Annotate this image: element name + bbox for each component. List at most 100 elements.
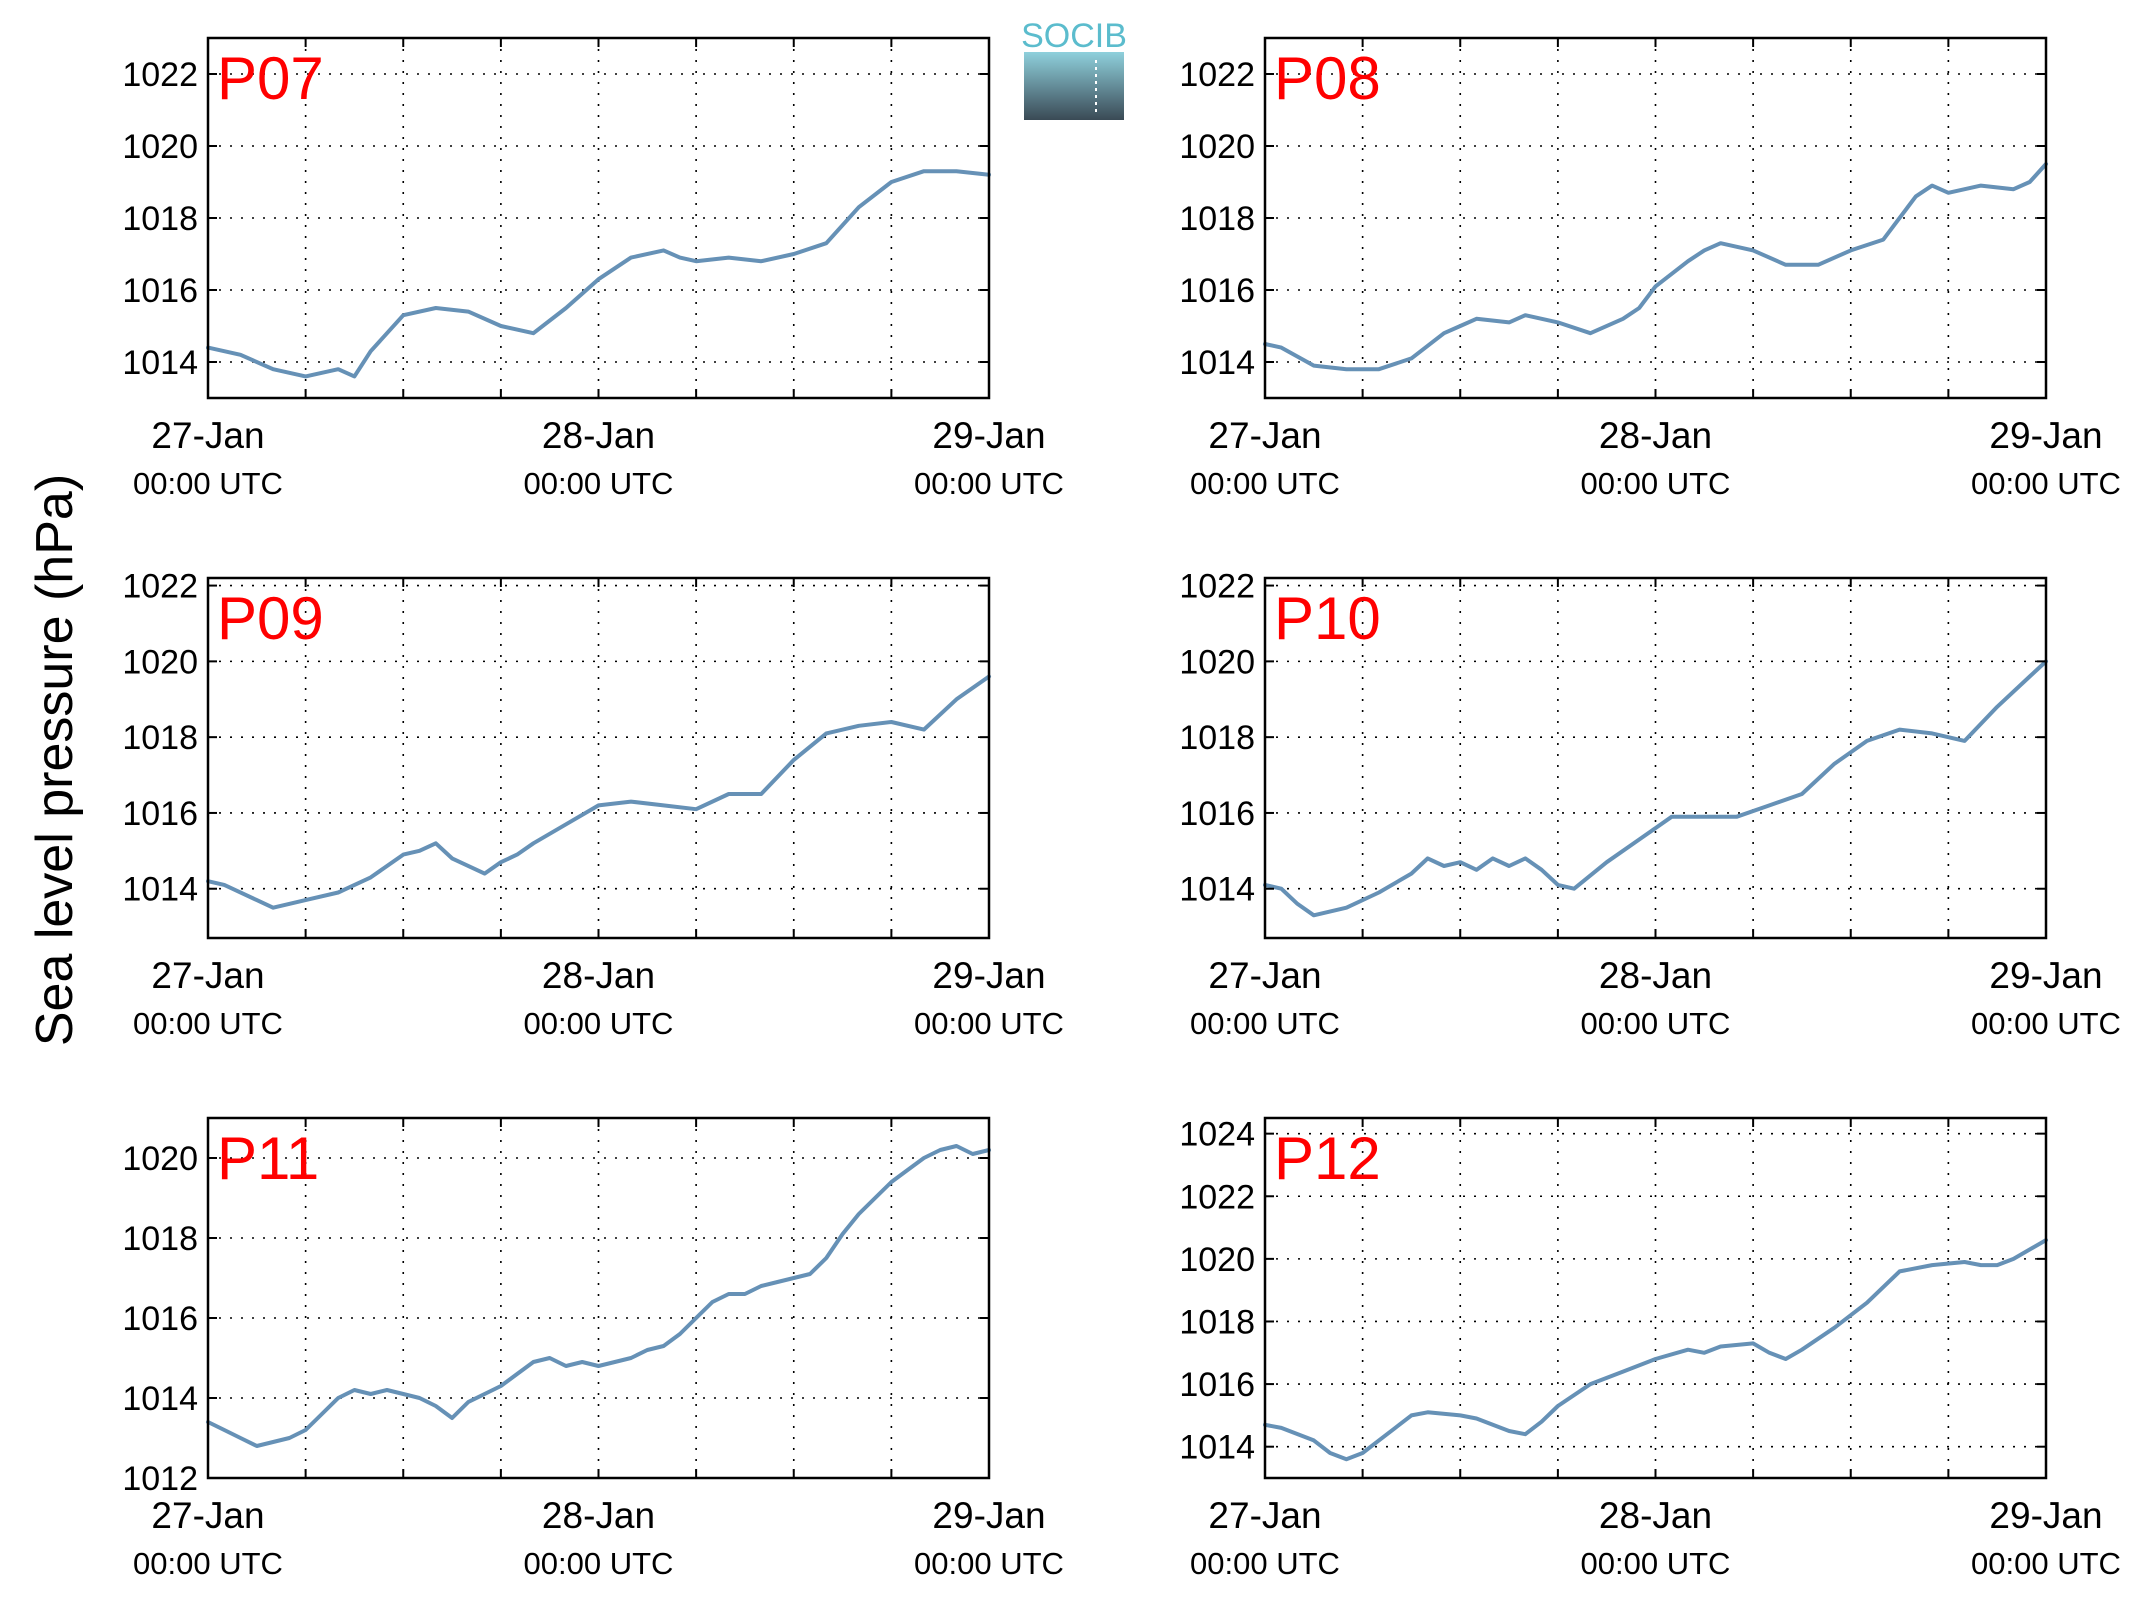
panel-p10: 1014 1016 1018 1020 1022 27-Jan 00:00 UTC 28-Ja… — [1179, 568, 2121, 1041]
data-point — [532, 332, 535, 335]
data-point — [239, 1437, 242, 1439]
y-tick-label: 1014 — [1179, 344, 1255, 382]
data-point — [890, 1181, 893, 1183]
data-point — [288, 1437, 291, 1439]
data-point — [565, 1365, 567, 1367]
y-tick-label: 1016 — [1179, 795, 1255, 833]
data-point — [793, 1277, 795, 1279]
data-point — [1654, 285, 1657, 288]
data-point — [695, 808, 697, 810]
data-point — [532, 842, 535, 845]
x-tick-date-label: 29-Jan — [932, 415, 1045, 456]
data-point — [1719, 242, 1722, 244]
data-point — [890, 721, 893, 723]
data-point — [321, 1413, 323, 1415]
plot-area-p11 — [208, 1118, 989, 1478]
data-point — [776, 1281, 779, 1283]
data-point — [1605, 861, 1608, 863]
y-tick-label: 1022 — [1179, 56, 1255, 94]
data-point — [239, 354, 242, 356]
data-point — [874, 1197, 876, 1199]
data-point — [353, 1389, 356, 1391]
y-tick-label: 1020 — [122, 643, 198, 681]
data-point — [418, 1397, 421, 1399]
y-tick-label: 1016 — [122, 272, 198, 310]
data-point — [337, 1397, 340, 1399]
data-point — [939, 1149, 941, 1151]
plot-area-p09 — [208, 578, 989, 938]
data-point — [1345, 1458, 1348, 1460]
data-point — [1638, 307, 1640, 309]
data-point — [1459, 1414, 1462, 1417]
y-tick-label: 1022 — [1179, 1178, 1255, 1216]
x-tick-date-label: 29-Jan — [1989, 1495, 2102, 1536]
panel-label-p08: P08 — [1274, 45, 1381, 112]
x-tick-date-label: 29-Jan — [1989, 955, 2102, 996]
data-point — [597, 1365, 600, 1367]
data-point — [451, 857, 453, 860]
data-point — [1573, 887, 1575, 890]
data-point — [1719, 1345, 1722, 1348]
data-point — [1378, 368, 1380, 371]
data-point — [630, 256, 632, 259]
data-point — [2028, 675, 2031, 678]
y-tick-label: 1014 — [122, 871, 198, 909]
y-tick-label: 1016 — [1179, 272, 1255, 310]
x-tick-time-label: 00:00 UTC — [914, 1006, 1064, 1041]
x-tick-date-label: 27-Jan — [151, 415, 264, 456]
x-tick-date-label: 28-Jan — [542, 955, 655, 996]
data-point — [1426, 857, 1429, 860]
data-point — [1931, 1264, 1933, 1266]
data-point — [1280, 1427, 1283, 1429]
data-point — [548, 1357, 551, 1359]
y-tick-label: 1016 — [122, 1300, 198, 1338]
data-point — [435, 307, 437, 309]
y-tick-label: 1014 — [1179, 1429, 1255, 1467]
y-tick-label: 1020 — [1179, 1241, 1255, 1279]
data-point — [1850, 249, 1852, 252]
data-point — [402, 314, 405, 317]
data-point — [1280, 887, 1283, 890]
data-point — [1313, 364, 1315, 367]
data-point — [825, 732, 828, 735]
data-point — [1784, 264, 1787, 266]
panel-p11: 1012 1014 1016 1018 1020 27-Jan 00:00 UTC 28-Ja… — [122, 1116, 1064, 1581]
data-point — [2012, 188, 2015, 190]
data-point — [1280, 346, 1283, 349]
y-tick-label: 1018 — [122, 200, 198, 238]
data-point — [695, 1317, 697, 1319]
data-point — [1931, 184, 1933, 187]
x-tick-date-label: 28-Jan — [542, 415, 655, 456]
data-point — [435, 842, 437, 845]
data-point — [809, 1273, 811, 1275]
data-point — [1654, 1358, 1657, 1360]
data-point — [1671, 815, 1673, 818]
x-tick-date-label: 27-Jan — [151, 1495, 264, 1536]
x-tick-time-label: 00:00 UTC — [914, 1546, 1064, 1581]
y-tick-label: 1022 — [122, 568, 198, 606]
data-point — [483, 872, 486, 875]
data-point — [223, 884, 226, 886]
x-tick-time-label: 00:00 UTC — [524, 1006, 674, 1041]
data-point — [1703, 815, 1706, 818]
data-point — [841, 1233, 844, 1235]
x-tick-time-label: 00:00 UTC — [1190, 1006, 1340, 1041]
data-point — [679, 1333, 681, 1335]
y-axis-label: Sea level pressure (hPa) — [26, 474, 84, 1046]
data-point — [793, 759, 795, 761]
data-point — [1459, 325, 1462, 327]
data-point — [516, 1373, 518, 1375]
data-point — [1963, 1261, 1966, 1263]
data-point — [255, 899, 258, 901]
data-point — [923, 1157, 925, 1159]
data-point — [1329, 1452, 1331, 1454]
y-tick-label: 1020 — [1179, 128, 1255, 166]
data-point — [337, 891, 340, 894]
panel-p08: 1014 1016 1018 1020 1022 27-Jan 00:00 UTC 28-Ja… — [1179, 36, 2121, 501]
data-point — [500, 1385, 502, 1387]
data-point — [1394, 1427, 1396, 1429]
data-point — [1703, 249, 1706, 252]
data-point — [1866, 740, 1868, 742]
data-point — [483, 1393, 486, 1395]
y-tick-label: 1014 — [122, 1380, 198, 1418]
